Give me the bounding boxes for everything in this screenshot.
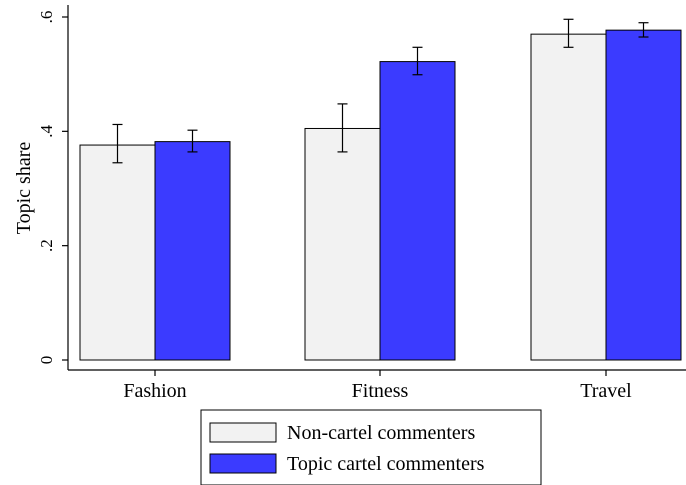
bar-fashion-series-2 xyxy=(154,141,231,361)
x-tick-label-travel: Travel xyxy=(580,380,632,402)
x-axis: Fashion Fitness Travel xyxy=(68,369,686,402)
legend: Non-cartel commenters Topic cartel commen… xyxy=(200,409,542,485)
x-tick-label-fashion: Fashion xyxy=(123,380,186,402)
bar-fitness-series-1 xyxy=(304,127,381,361)
y-axis-label: Topic share xyxy=(13,142,35,235)
y-tick-label: .2 xyxy=(37,239,56,252)
legend-label-2: Topic cartel commenters xyxy=(287,453,485,475)
bar-travel-series-1 xyxy=(530,33,607,361)
legend-swatch-1 xyxy=(209,422,277,443)
y-tick-label: .4 xyxy=(37,124,56,137)
y-tick-label: 0 xyxy=(37,356,56,365)
plot-area xyxy=(79,18,682,361)
legend-label-1: Non-cartel commenters xyxy=(287,422,475,444)
bar-fitness-series-2 xyxy=(379,61,456,361)
y-axis: 0 .2 .4 .6 xyxy=(37,5,69,370)
x-tick-label-fitness: Fitness xyxy=(352,380,409,402)
bar-travel-series-2 xyxy=(605,29,682,361)
bar-fashion-series-1 xyxy=(79,144,156,361)
legend-swatch-2 xyxy=(209,453,277,474)
y-tick-label: .6 xyxy=(37,11,56,24)
